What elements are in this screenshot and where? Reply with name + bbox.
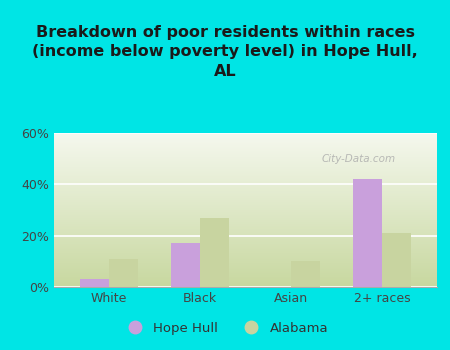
Bar xyxy=(382,233,411,287)
Text: Breakdown of poor residents within races
(income below poverty level) in Hope Hu: Breakdown of poor residents within races… xyxy=(32,25,418,79)
Bar xyxy=(291,261,320,287)
Text: City-Data.com: City-Data.com xyxy=(322,154,396,164)
Bar xyxy=(353,179,382,287)
Bar xyxy=(108,259,138,287)
Bar xyxy=(171,243,200,287)
Bar xyxy=(200,218,229,287)
Bar xyxy=(80,279,108,287)
Legend: Hope Hull, Alabama: Hope Hull, Alabama xyxy=(117,316,333,340)
